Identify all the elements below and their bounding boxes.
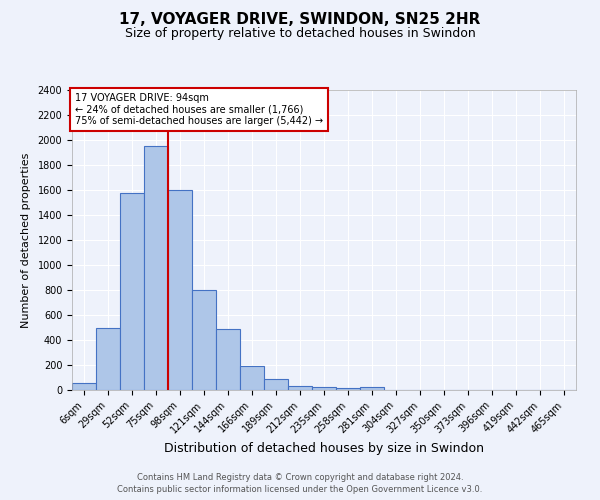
Bar	[192, 290, 216, 390]
Bar	[96, 328, 120, 390]
Text: Size of property relative to detached houses in Swindon: Size of property relative to detached ho…	[125, 28, 475, 40]
Bar	[240, 366, 264, 390]
Text: 17, VOYAGER DRIVE, SWINDON, SN25 2HR: 17, VOYAGER DRIVE, SWINDON, SN25 2HR	[119, 12, 481, 28]
X-axis label: Distribution of detached houses by size in Swindon: Distribution of detached houses by size …	[164, 442, 484, 454]
Text: Contains public sector information licensed under the Open Government Licence v3: Contains public sector information licen…	[118, 485, 482, 494]
Bar	[264, 379, 288, 390]
Bar	[168, 190, 192, 390]
Y-axis label: Number of detached properties: Number of detached properties	[20, 152, 31, 328]
Bar	[144, 146, 168, 390]
Bar	[360, 387, 384, 390]
Bar	[72, 382, 96, 390]
Bar	[312, 387, 336, 390]
Text: Contains HM Land Registry data © Crown copyright and database right 2024.: Contains HM Land Registry data © Crown c…	[137, 472, 463, 482]
Text: 17 VOYAGER DRIVE: 94sqm
← 24% of detached houses are smaller (1,766)
75% of semi: 17 VOYAGER DRIVE: 94sqm ← 24% of detache…	[74, 93, 323, 126]
Bar	[120, 192, 144, 390]
Bar	[336, 388, 360, 390]
Bar	[216, 329, 240, 390]
Bar	[288, 386, 312, 390]
